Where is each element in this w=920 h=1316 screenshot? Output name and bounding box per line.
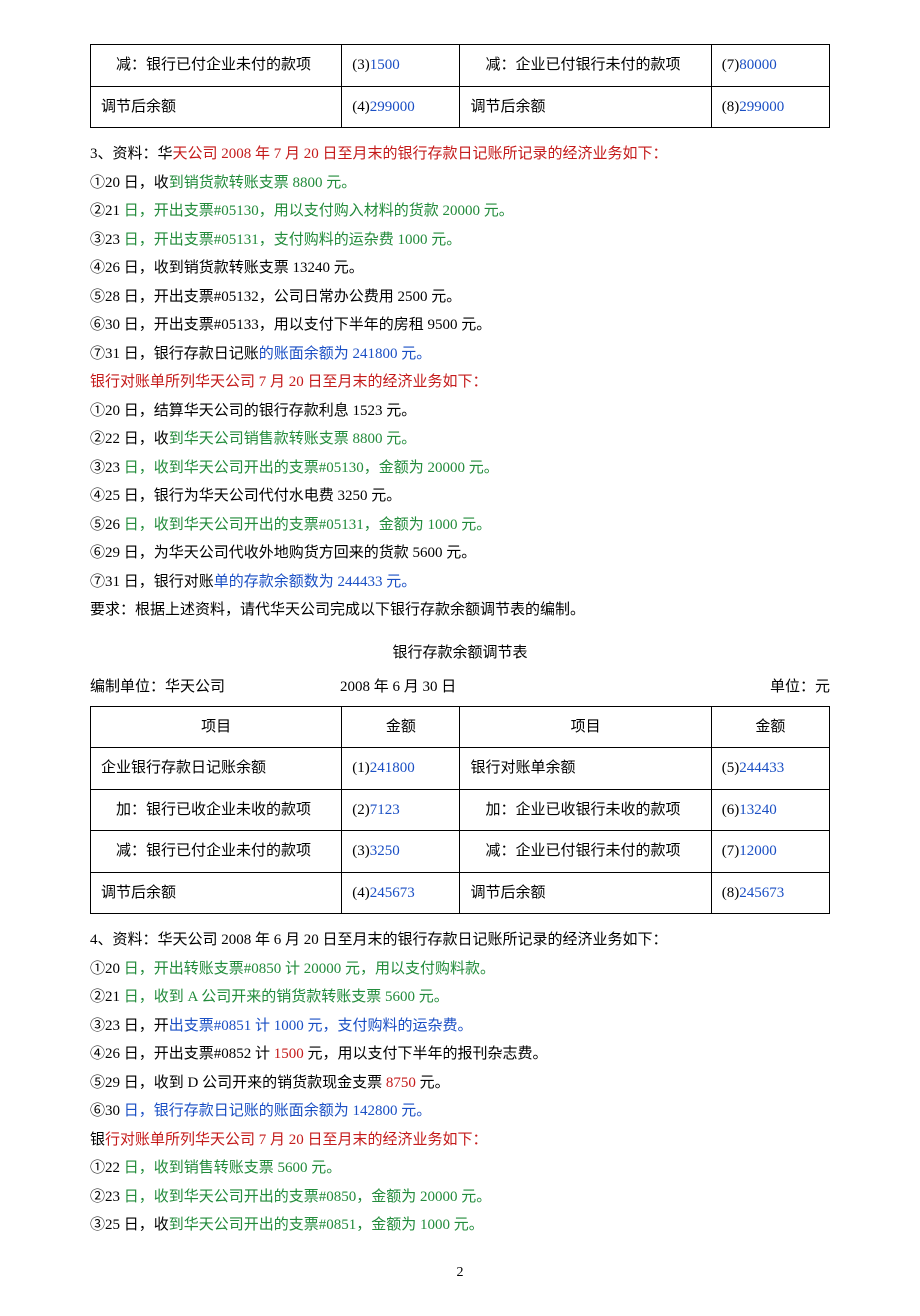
table-row: 减：银行已付企业未付的款项 (3)1500 减：企业已付银行未付的款项 (7)8… bbox=[91, 45, 830, 87]
cell-value: (7)12000 bbox=[711, 831, 829, 873]
text-line: ⑤26 日，收到华天公司开出的支票#05131，金额为 1000 元。 bbox=[90, 511, 830, 540]
cell-label: 加：企业已收银行未收的款项 bbox=[460, 789, 711, 831]
text-line: ⑤29 日，收到 D 公司开来的销货款现金支票 8750 元。 bbox=[90, 1069, 830, 1098]
table-row: 调节后余额(4)245673调节后余额(8)245673 bbox=[91, 872, 830, 914]
cell-label: 银行对账单余额 bbox=[460, 748, 711, 790]
cell-label: 减：企业已付银行未付的款项 bbox=[460, 831, 711, 873]
table-2: 项目 金额 项目 金额 企业银行存款日记账余额(1)241800银行对账单余额(… bbox=[90, 706, 830, 915]
text-line: ④25 日，银行为华天公司代付水电费 3250 元。 bbox=[90, 482, 830, 511]
header-cell: 项目 bbox=[460, 706, 711, 748]
cell-value: (4)245673 bbox=[342, 872, 460, 914]
table-row: 加：银行已收企业未收的款项(2)7123 加：企业已收银行未收的款项(6)132… bbox=[91, 789, 830, 831]
cell-value: (5)244433 bbox=[711, 748, 829, 790]
meta-currency: 单位：元 bbox=[710, 673, 830, 702]
text-line: ④26 日，开出支票#0852 计 1500 元，用以支付下半年的报刊杂志费。 bbox=[90, 1040, 830, 1069]
text-line: 银行对账单所列华天公司 7 月 20 日至月末的经济业务如下： bbox=[90, 1126, 830, 1155]
cell-label: 调节后余额 bbox=[91, 872, 342, 914]
section-4: 4、资料：华天公司 2008 年 6 月 20 日至月末的银行存款日记账所记录的… bbox=[90, 926, 830, 1240]
cell-value: (7)80000 bbox=[711, 45, 829, 87]
text-line: ②21 日，开出支票#05130，用以支付购入材料的货款 20000 元。 bbox=[90, 197, 830, 226]
text-line: ⑤28 日，开出支票#05132，公司日常办公费用 2500 元。 bbox=[90, 283, 830, 312]
page-number: 2 bbox=[90, 1260, 830, 1287]
text-line: ④26 日，收到销货款转账支票 13240 元。 bbox=[90, 254, 830, 283]
requirement-text: 要求：根据上述资料，请代华天公司完成以下银行存款余额调节表的编制。 bbox=[90, 596, 830, 625]
cell-label: 减：银行已付企业未付的款项 bbox=[91, 45, 342, 87]
text-line: ①20 日，收到销货款转账支票 8800 元。 bbox=[90, 169, 830, 198]
meta-date: 2008 年 6 月 30 日 bbox=[330, 673, 710, 702]
text-line: ⑥30 日，银行存款日记账的账面余额为 142800 元。 bbox=[90, 1097, 830, 1126]
cell-value: (3)3250 bbox=[342, 831, 460, 873]
cell-value: (8)299000 bbox=[711, 86, 829, 128]
cell-label: 减：银行已付企业未付的款项 bbox=[91, 831, 342, 873]
cell-value: (8)245673 bbox=[711, 872, 829, 914]
cell-value: (1)241800 bbox=[342, 748, 460, 790]
cell-value: (2)7123 bbox=[342, 789, 460, 831]
cell-value: (6)13240 bbox=[711, 789, 829, 831]
text-line: ②23 日，收到华天公司开出的支票#0850，金额为 20000 元。 bbox=[90, 1183, 830, 1212]
table-header: 项目 金额 项目 金额 bbox=[91, 706, 830, 748]
table-1-partial: 减：银行已付企业未付的款项 (3)1500 减：企业已付银行未付的款项 (7)8… bbox=[90, 44, 830, 128]
cell-label: 调节后余额 bbox=[91, 86, 342, 128]
text-line: ②22 日，收到华天公司销售款转账支票 8800 元。 bbox=[90, 425, 830, 454]
header-cell: 项目 bbox=[91, 706, 342, 748]
table-2-title: 银行存款余额调节表 bbox=[90, 639, 830, 668]
header-cell: 金额 bbox=[711, 706, 829, 748]
header-cell: 金额 bbox=[342, 706, 460, 748]
cell-value: (4)299000 bbox=[342, 86, 460, 128]
cell-label: 加：银行已收企业未收的款项 bbox=[91, 789, 342, 831]
text-line: ③25 日，收到华天公司开出的支票#0851，金额为 1000 元。 bbox=[90, 1211, 830, 1240]
text-line: ①20 日，开出转账支票#0850 计 20000 元，用以支付购料款。 bbox=[90, 955, 830, 984]
text-line: ①22 日，收到销售转账支票 5600 元。 bbox=[90, 1154, 830, 1183]
table-2-meta: 编制单位：华天公司 2008 年 6 月 30 日 单位：元 bbox=[90, 673, 830, 702]
text-line: ⑥30 日，开出支票#05133，用以支付下半年的房租 9500 元。 bbox=[90, 311, 830, 340]
text-line: ⑦31 日，银行存款日记账的账面余额为 241800 元。 bbox=[90, 340, 830, 369]
cell-value: (3)1500 bbox=[342, 45, 460, 87]
text-line: 银行对账单所列华天公司 7 月 20 日至月末的经济业务如下： bbox=[90, 368, 830, 397]
text-line: 4、资料：华天公司 2008 年 6 月 20 日至月末的银行存款日记账所记录的… bbox=[90, 926, 830, 955]
text-line: ③23 日，开出支票#0851 计 1000 元，支付购料的运杂费。 bbox=[90, 1012, 830, 1041]
text-line: ②21 日，收到 A 公司开来的销货款转账支票 5600 元。 bbox=[90, 983, 830, 1012]
text-line: 3、资料：华天公司 2008 年 7 月 20 日至月末的银行存款日记账所记录的… bbox=[90, 140, 830, 169]
text-line: ①20 日，结算华天公司的银行存款利息 1523 元。 bbox=[90, 397, 830, 426]
table-row: 减：银行已付企业未付的款项(3)3250 减：企业已付银行未付的款项(7)120… bbox=[91, 831, 830, 873]
section-3: 3、资料：华天公司 2008 年 7 月 20 日至月末的银行存款日记账所记录的… bbox=[90, 140, 830, 625]
table-row: 调节后余额 (4)299000 调节后余额 (8)299000 bbox=[91, 86, 830, 128]
cell-label: 减：企业已付银行未付的款项 bbox=[460, 45, 711, 87]
table-row: 企业银行存款日记账余额(1)241800银行对账单余额(5)244433 bbox=[91, 748, 830, 790]
cell-label: 调节后余额 bbox=[460, 872, 711, 914]
text-line: ⑦31 日，银行对账单的存款余额数为 244433 元。 bbox=[90, 568, 830, 597]
cell-label: 调节后余额 bbox=[460, 86, 711, 128]
cell-label: 企业银行存款日记账余额 bbox=[91, 748, 342, 790]
text-line: ⑥29 日，为华天公司代收外地购货方回来的货款 5600 元。 bbox=[90, 539, 830, 568]
text-line: ③23 日，收到华天公司开出的支票#05130，金额为 20000 元。 bbox=[90, 454, 830, 483]
text-line: ③23 日，开出支票#05131，支付购料的运杂费 1000 元。 bbox=[90, 226, 830, 255]
meta-unit: 编制单位：华天公司 bbox=[90, 673, 330, 702]
